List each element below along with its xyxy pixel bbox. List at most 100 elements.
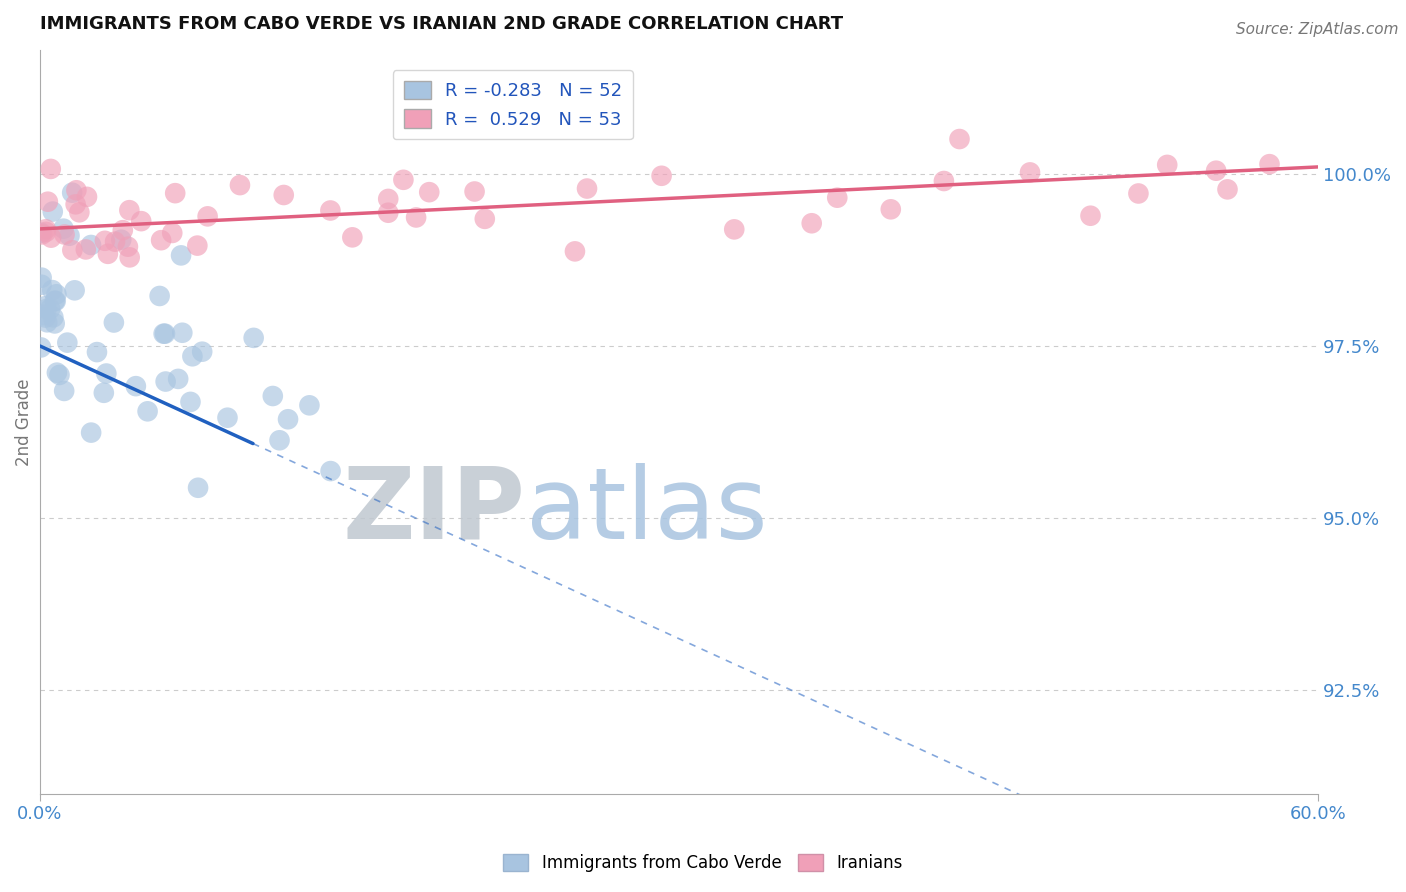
Point [1216,182,1239,196]
Point [277,412,299,426]
Point [31,277,53,292]
Point [117,240,139,254]
Point [39,230,62,244]
Point [319,464,342,478]
Point [262,389,284,403]
Point [948,132,970,146]
Point [377,192,399,206]
Point [94,234,117,248]
Point [48,368,70,382]
Point [377,205,399,219]
Point [217,410,239,425]
Point [155,375,177,389]
Point [197,210,219,224]
Point [37,194,59,209]
Point [564,244,586,259]
Point [111,223,134,237]
Point [103,316,125,330]
Point [342,230,364,244]
Point [35,222,58,236]
Point [576,181,599,195]
Point [86,345,108,359]
Point [118,203,141,218]
Point [165,186,187,201]
Point [80,238,103,252]
Point [167,372,190,386]
Point [136,404,159,418]
Point [1258,157,1281,171]
Point [93,385,115,400]
Point [298,398,321,412]
Text: IMMIGRANTS FROM CABO VERDE VS IRANIAN 2ND GRADE CORRELATION CHART: IMMIGRANTS FROM CABO VERDE VS IRANIAN 2N… [39,15,844,33]
Point [187,481,209,495]
Point [152,326,174,341]
Point [129,214,152,228]
Point [45,287,67,301]
Point [75,243,97,257]
Point [1019,165,1042,179]
Point [34,310,56,325]
Point [80,425,103,440]
Point [186,238,208,252]
Point [1080,209,1102,223]
Point [65,183,87,197]
Point [800,216,823,230]
Point [45,293,67,308]
Point [35,225,58,239]
Point [41,283,63,297]
Point [932,174,955,188]
Point [53,227,76,242]
Point [191,344,214,359]
Point [392,173,415,187]
Point [56,335,79,350]
Point [110,233,132,247]
Text: Source: ZipAtlas.com: Source: ZipAtlas.com [1236,22,1399,37]
Point [464,185,486,199]
Point [31,270,53,285]
Point [319,203,342,218]
Legend: R = -0.283   N = 52, R =  0.529   N = 53: R = -0.283 N = 52, R = 0.529 N = 53 [392,70,633,139]
Point [31,227,53,242]
Point [42,310,65,325]
Point [34,299,56,313]
Point [97,247,120,261]
Legend: Immigrants from Cabo Verde, Iranians: Immigrants from Cabo Verde, Iranians [496,847,910,879]
Point [269,434,291,448]
Point [125,379,148,393]
Point [65,197,87,211]
Point [651,169,673,183]
Point [60,186,83,200]
Point [880,202,903,217]
Point [723,222,745,236]
Point [825,191,848,205]
Point [273,188,295,202]
Point [405,211,427,225]
Point [58,228,80,243]
Point [52,221,75,235]
Point [172,326,194,340]
Point [1156,158,1178,172]
Point [1205,163,1227,178]
Y-axis label: 2nd Grade: 2nd Grade [15,378,32,466]
Point [229,178,252,193]
Point [37,315,59,329]
Point [76,190,98,204]
Text: ZIP: ZIP [343,463,526,559]
Point [30,340,52,354]
Point [53,384,76,398]
Text: atlas: atlas [526,463,768,559]
Point [63,283,86,297]
Point [418,185,440,199]
Point [181,349,204,363]
Point [242,331,264,345]
Point [474,211,496,226]
Point [153,326,176,341]
Point [60,243,83,257]
Point [96,367,118,381]
Point [170,248,193,262]
Point [179,395,201,409]
Point [150,233,173,247]
Point [42,204,65,219]
Point [44,317,66,331]
Point [67,205,90,219]
